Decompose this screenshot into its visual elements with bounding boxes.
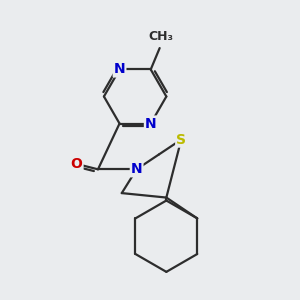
Text: N: N [131,162,142,176]
Text: O: O [70,157,83,171]
Text: CH₃: CH₃ [148,30,174,43]
Text: N: N [114,62,125,76]
Text: N: N [145,116,157,130]
Text: S: S [176,133,186,147]
